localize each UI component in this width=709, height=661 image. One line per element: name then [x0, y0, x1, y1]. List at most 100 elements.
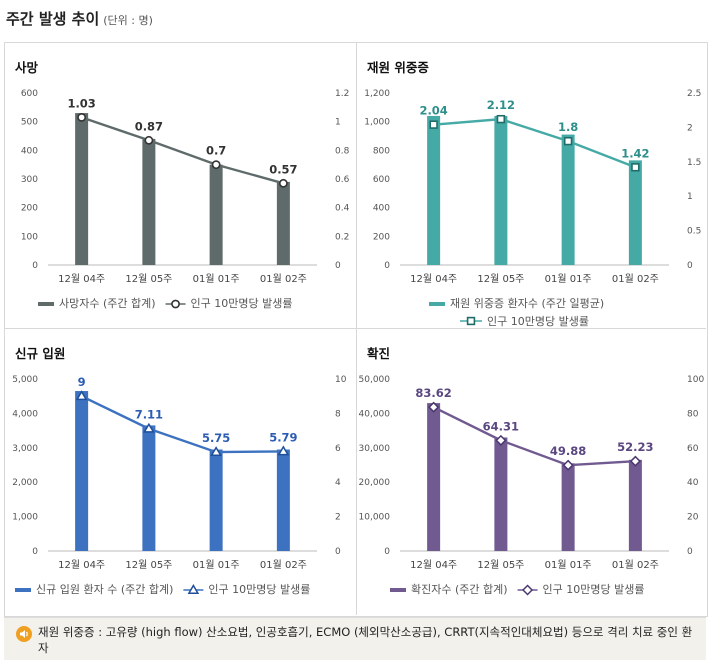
y-tick-label-left: 40,000 — [359, 409, 391, 419]
bar — [142, 425, 156, 551]
y-tick-label-right: 6 — [335, 444, 341, 454]
line-point — [277, 445, 290, 456]
y-tick-label-left: 3,000 — [12, 444, 38, 454]
data-label: 1.8 — [558, 120, 578, 134]
chart-severe: 0 200 400 600 800 1,000 1,200 0 0.5 1 1.5 2 2.5 12월 0… — [364, 89, 701, 328]
bar — [209, 164, 223, 265]
y-tick-label-left: 300 — [21, 175, 38, 185]
bar — [75, 391, 89, 551]
speaker-icon — [16, 626, 32, 642]
y-tick-label-left: 800 — [373, 146, 390, 156]
data-label: 1.03 — [67, 96, 95, 110]
y-tick-label-left: 50,000 — [359, 375, 391, 385]
y-tick-label-left: 400 — [373, 204, 390, 214]
y-tick-label-right: 1 — [335, 118, 341, 128]
data-label: 7.11 — [135, 408, 163, 422]
legend-bar-swatch — [390, 588, 406, 592]
line-point — [562, 459, 574, 471]
data-label: 2.12 — [487, 98, 515, 112]
y-tick-label-left: 1,200 — [364, 89, 390, 99]
line-point — [629, 455, 641, 467]
x-tick-label: 12월 05주 — [477, 273, 524, 285]
y-tick-label-left: 5,000 — [12, 375, 38, 385]
y-tick-label-left: 1,000 — [12, 513, 38, 523]
y-tick-label-left: 200 — [21, 204, 38, 214]
y-tick-label-left: 0 — [32, 547, 38, 557]
y-tick-label-right: 0.8 — [335, 146, 350, 156]
x-tick-label: 01월 01주 — [193, 273, 240, 285]
rate-line — [81, 116, 284, 185]
bar — [276, 449, 290, 551]
line-point — [144, 135, 154, 145]
legend-bar-swatch — [429, 302, 445, 306]
line-point — [143, 422, 155, 433]
y-tick-label-right: 8 — [335, 409, 341, 419]
chart-confirmed: 0 10,000 20,000 30,000 40,000 50,000 0 20 40 60 80… — [359, 375, 705, 596]
y-tick-label-right: 40 — [687, 478, 699, 488]
legend-bar-label: 확진자수 (주간 합계) — [411, 583, 508, 596]
data-label: 83.62 — [415, 386, 451, 400]
chart-title: 사망 — [15, 60, 39, 75]
data-label: 5.79 — [269, 430, 297, 444]
y-tick-label-left: 30,000 — [359, 444, 391, 454]
bar — [427, 115, 441, 265]
data-label: 9 — [78, 375, 86, 389]
line-point — [75, 390, 88, 401]
y-tick-label-left: 0 — [384, 261, 390, 271]
data-label: 5.75 — [202, 431, 230, 445]
rate-line — [81, 395, 284, 454]
bar — [561, 134, 575, 265]
data-label: 49.88 — [550, 444, 586, 458]
data-label: 52.23 — [617, 440, 653, 454]
x-tick-label: 12월 04주 — [410, 559, 457, 571]
y-tick-label-right: 0 — [687, 547, 693, 557]
y-tick-label-right: 0.5 — [687, 227, 701, 237]
line-point — [631, 163, 640, 172]
chart-panel-severe: 재원 위중증 0 200 400 600 800 1,000 1,200 0 0.5 1 1.5 2 2… — [357, 43, 707, 329]
y-tick-label-right: 1.5 — [687, 158, 701, 168]
y-tick-label-left: 0 — [32, 261, 38, 271]
footnote: 재원 위중증 : 고유량 (high flow) 산소요법, 인공호흡기, EC… — [4, 617, 706, 660]
chart-newadm: 0 1,000 2,000 3,000 4,000 5,000 0 2 4 6 8 10 12월 04주… — [12, 375, 346, 596]
line-point — [211, 160, 221, 170]
data-label: 0.87 — [135, 119, 163, 133]
y-tick-label-left: 200 — [373, 232, 390, 242]
legend-bar-label: 재원 위중증 환자수 (주간 일평균) — [450, 296, 604, 310]
data-label: 0.57 — [269, 162, 297, 176]
line-point — [77, 112, 87, 122]
line-point — [496, 114, 506, 124]
y-tick-label-right: 1.2 — [335, 89, 349, 99]
bar — [494, 115, 508, 265]
line-point — [563, 136, 573, 146]
bar — [75, 113, 89, 265]
x-tick-label: 12월 05주 — [477, 559, 524, 571]
x-tick-label: 01월 01주 — [545, 273, 592, 285]
chart-death: 0 100 200 300 400 500 600 0 0.2 0.4 0.6 0.8 1 1.2 12월 … — [21, 89, 350, 310]
legend-bar-label: 사망자수 (주간 합계) — [59, 297, 156, 310]
legend-line-label: 인구 10만명당 발생률 — [208, 583, 310, 596]
y-tick-label-right: 0.4 — [335, 204, 350, 214]
bar — [142, 138, 156, 265]
x-tick-label: 01월 02주 — [612, 559, 659, 571]
x-tick-label: 12월 05주 — [125, 559, 172, 571]
legend-bar-label: 신규 입원 환자 수 (주간 합계) — [36, 583, 173, 596]
y-tick-label-left: 10,000 — [359, 513, 391, 523]
line-point — [210, 446, 222, 457]
chart-panel-newadm: 신규 입원 0 1,000 2,000 3,000 4,000 5,000 0 2 4 6 8 10 1… — [5, 329, 355, 615]
line-point — [521, 584, 534, 596]
line-point — [171, 299, 180, 309]
y-tick-label-right: 20 — [687, 513, 699, 523]
x-tick-label: 01월 02주 — [612, 273, 659, 285]
bar — [628, 459, 642, 551]
y-tick-label-left: 600 — [21, 89, 38, 99]
chart-panel-death: 사망 0 100 200 300 400 500 600 0 0.2 0.4 0.6 0.8 1 1.2 1… — [5, 43, 355, 329]
bar — [494, 437, 508, 551]
y-tick-label-left: 500 — [21, 118, 38, 128]
y-tick-label-left: 1,000 — [364, 118, 390, 128]
line-point — [495, 434, 507, 446]
y-tick-label-right: 80 — [687, 409, 699, 419]
y-tick-label-left: 600 — [373, 175, 390, 185]
footnote-text: 재원 위중증 : 고유량 (high flow) 산소요법, 인공호흡기, EC… — [38, 625, 693, 655]
y-tick-label-right: 2.5 — [687, 89, 701, 99]
bar — [427, 403, 441, 551]
